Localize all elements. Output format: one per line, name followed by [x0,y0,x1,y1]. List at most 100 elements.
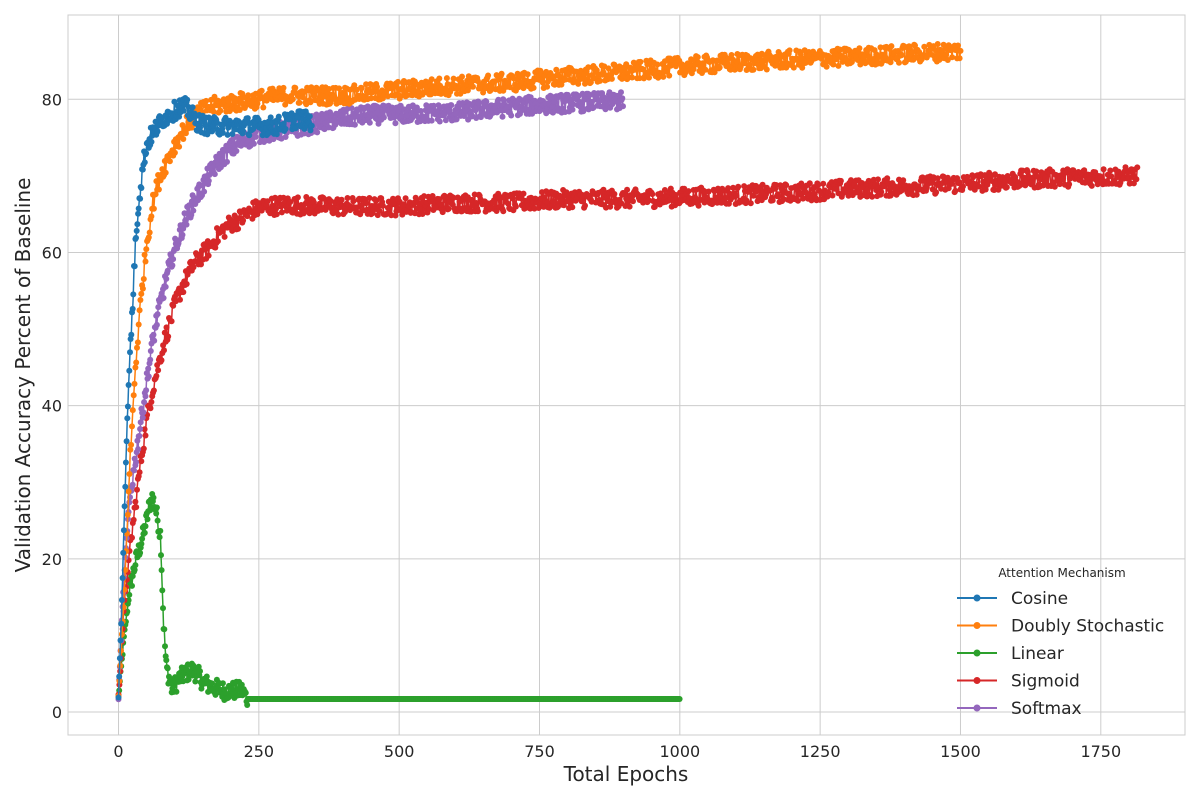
series-sigmoid [115,164,1141,698]
data-point [957,47,964,54]
data-point [1081,167,1088,174]
data-point [244,702,251,708]
data-point [212,691,219,698]
data-point [887,59,894,66]
data-point [964,173,971,180]
data-point [203,97,210,104]
data-point [245,92,252,99]
data-point [222,690,229,697]
data-point [790,64,797,71]
data-point [694,54,701,61]
data-point [240,217,247,224]
data-point [162,283,169,290]
data-point [786,47,793,54]
data-point [335,211,342,218]
data-point [880,183,887,190]
data-point [161,329,168,336]
data-point [605,65,612,72]
data-point [144,516,151,523]
data-point [139,535,146,542]
data-point [150,331,157,338]
data-point [154,311,161,318]
data-point [453,116,460,123]
legend-swatch-marker [973,622,981,629]
data-point [139,166,146,173]
data-point [158,552,164,559]
data-point [960,183,966,190]
data-point [952,187,959,194]
data-point [128,441,135,448]
data-point [392,120,399,127]
legend-item-softmax: Softmax [957,699,1082,719]
data-point [130,392,137,399]
data-point [250,140,257,147]
data-point [126,591,133,598]
data-point [374,83,380,90]
data-point [376,208,383,214]
data-point [473,200,480,206]
data-point [429,193,436,199]
data-point [550,198,556,205]
data-point [830,61,837,68]
data-point [198,261,204,268]
data-point [763,66,770,73]
series-markers [115,95,315,701]
data-point [344,195,351,201]
data-point [137,419,144,426]
data-point [520,190,527,197]
data-point [125,382,132,388]
data-point [179,231,186,238]
data-point [140,409,147,416]
data-point [716,64,723,71]
data-point [1051,183,1058,190]
data-point [142,393,149,400]
data-point [759,181,766,188]
data-point [570,101,577,108]
data-point [306,113,313,120]
data-point [135,210,142,217]
data-point [165,333,172,340]
series-linear [115,491,683,708]
data-point [122,483,129,490]
data-point [916,49,923,56]
data-point [600,186,607,193]
legend-swatch-marker [973,704,981,712]
data-point [289,96,296,103]
data-point [134,221,141,228]
data-point [773,57,780,64]
data-point [428,117,435,124]
data-point [430,102,437,109]
data-point [733,192,740,199]
data-point [129,481,136,488]
data-point [1088,182,1095,189]
data-point [138,540,145,547]
data-point [342,209,348,215]
data-point [608,75,615,82]
data-point [904,56,911,63]
data-point [155,367,162,374]
data-point [252,133,259,140]
data-point [593,67,600,74]
data-point [351,121,358,128]
data-point [153,510,160,517]
data-point [153,504,160,511]
data-point [921,43,928,50]
y-tick-label: 20 [42,550,62,569]
data-point [1117,179,1124,186]
grid-lines [68,15,1185,735]
data-point [620,103,626,110]
data-point [239,90,246,97]
data-point [1066,181,1073,188]
data-point [875,176,881,183]
data-point [395,78,401,85]
data-point [544,83,551,90]
data-point [140,276,147,282]
data-point [211,171,218,178]
data-point [225,99,232,105]
data-point [205,177,212,184]
data-point [877,44,884,51]
data-point [219,129,226,136]
x-tick-label: 250 [244,742,275,761]
data-point [637,58,644,65]
data-point [769,197,776,204]
